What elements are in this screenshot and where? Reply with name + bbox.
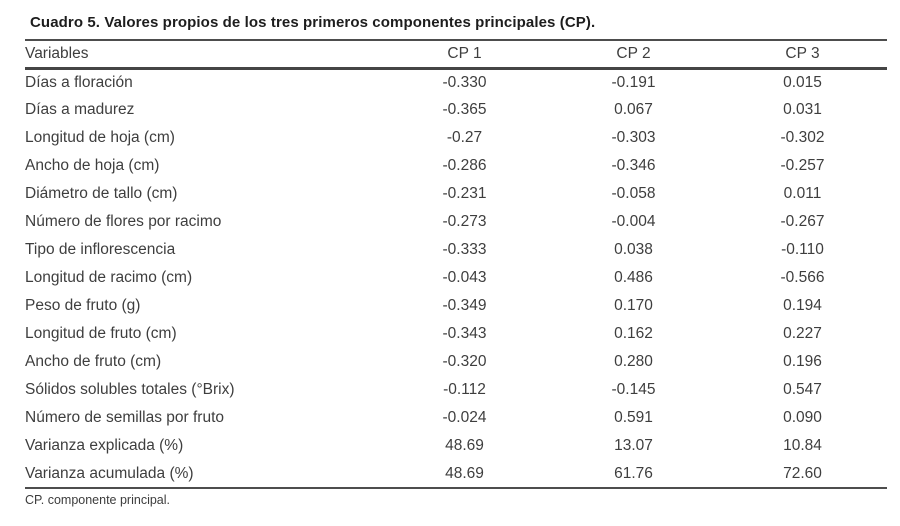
value-cell: -0.273 [442,213,487,230]
table-row: Longitud de racimo (cm) -0.043 0.486 -0.… [25,264,887,292]
variable-cell: Días a floración [25,73,133,91]
value-cell: -0.043 [442,269,487,286]
value-cell: -0.333 [442,241,487,258]
table-header: Variables CP 1 CP 2 CP 3 [25,39,887,70]
value-cell: 0.011 [783,185,822,202]
eigenvalues-table: Variables CP 1 CP 2 CP 3 Días a floració… [25,39,887,489]
variable-cell: Número de flores por racimo [25,213,222,230]
value-cell: 48.69 [445,437,484,454]
value-cell: -0.349 [442,297,487,314]
value-cell: 0.196 [783,353,822,370]
variable-cell: Ancho de hoja (cm) [25,157,160,174]
value-cell: -0.302 [780,129,825,146]
variable-cell: Número de semillas por fruto [25,409,224,426]
value-cell: -0.346 [611,157,656,174]
table-row: Longitud de fruto (cm) -0.343 0.162 0.22… [25,320,887,348]
value-cell: 0.031 [783,101,822,118]
table-row: Número de flores por racimo -0.273 -0.00… [25,208,887,236]
variable-cell: Ancho de fruto (cm) [25,353,162,370]
value-cell: -0.024 [442,409,487,426]
column-header-variables: Variables [25,39,380,70]
value-cell: -0.343 [442,325,487,342]
value-cell: -0.303 [611,129,656,146]
value-cell: 0.162 [614,325,653,342]
table-row: Ancho de hoja (cm) -0.286 -0.346 -0.257 [25,152,887,180]
value-cell: 0.227 [783,325,822,342]
value-cell: -0.231 [442,185,487,202]
value-cell: -0.286 [442,157,487,174]
variable-cell: Longitud de fruto (cm) [25,325,177,342]
value-cell: 10.84 [783,437,822,454]
value-cell: 0.280 [614,353,653,370]
value-cell: -0.145 [611,381,656,398]
table-row: Días a floración -0.330 -0.191 0.015 [25,68,887,96]
value-cell: 0.170 [614,297,653,314]
value-cell: -0.27 [446,129,483,146]
table-row: Días a madurez -0.365 0.067 0.031 [25,96,887,124]
table-row: Ancho de fruto (cm) -0.320 0.280 0.196 [25,348,887,376]
value-cell: 0.067 [614,101,653,118]
value-cell: -0.191 [611,73,656,91]
variable-cell: Días a madurez [25,101,135,118]
table-row: Diámetro de tallo (cm) -0.231 -0.058 0.0… [25,180,887,208]
variable-cell: Diámetro de tallo (cm) [25,185,178,202]
value-cell: 48.69 [380,460,549,489]
value-cell: 0.591 [614,409,653,426]
table-row: Sólidos solubles totales (°Brix) -0.112 … [25,376,887,404]
value-cell: 0.015 [783,73,822,91]
table-row: Varianza acumulada (%) 48.69 61.76 72.60 [25,460,887,489]
value-cell: -0.566 [780,269,825,286]
table-title: Cuadro 5. Valores propios de los tres pr… [30,14,596,31]
value-cell: 61.76 [549,460,718,489]
table-footnote: CP. componente principal. [25,493,170,507]
table-row: Tipo de inflorescencia -0.333 0.038 -0.1… [25,236,887,264]
value-cell: -0.267 [780,213,825,230]
variable-cell: Longitud de racimo (cm) [25,269,193,286]
value-cell: -0.058 [611,185,656,202]
column-header-cp3: CP 3 [718,39,887,70]
column-header-cp1: CP 1 [380,39,549,70]
value-cell: 72.60 [718,460,887,489]
table-row: Varianza explicada (%) 48.69 13.07 10.84 [25,432,887,460]
variable-cell: Sólidos solubles totales (°Brix) [25,381,235,398]
variable-cell: Tipo de inflorescencia [25,241,176,258]
column-header-cp2: CP 2 [549,39,718,70]
variable-cell: Peso de fruto (g) [25,297,141,314]
value-cell: 0.194 [783,297,822,314]
value-cell: -0.112 [443,381,486,398]
value-cell: -0.257 [780,157,825,174]
value-cell: -0.004 [611,213,656,230]
variable-cell: Varianza acumulada (%) [25,460,380,489]
table-row: Longitud de hoja (cm) -0.27 -0.303 -0.30… [25,124,887,152]
value-cell: -0.110 [781,241,824,258]
value-cell: 0.038 [614,241,653,258]
value-cell: 0.486 [614,269,653,286]
value-cell: -0.320 [442,353,487,370]
variable-cell: Varianza explicada (%) [25,437,184,454]
table-row: Peso de fruto (g) -0.349 0.170 0.194 [25,292,887,320]
value-cell: -0.330 [442,73,487,91]
value-cell: -0.365 [442,101,487,118]
value-cell: 0.090 [783,409,822,426]
table-row: Número de semillas por fruto -0.024 0.59… [25,404,887,432]
table-body: Días a floración -0.330 -0.191 0.015 Día… [25,68,887,489]
value-cell: 13.07 [614,437,653,454]
value-cell: 0.547 [783,381,822,398]
variable-cell: Longitud de hoja (cm) [25,129,175,146]
header-row: Variables CP 1 CP 2 CP 3 [25,39,887,70]
